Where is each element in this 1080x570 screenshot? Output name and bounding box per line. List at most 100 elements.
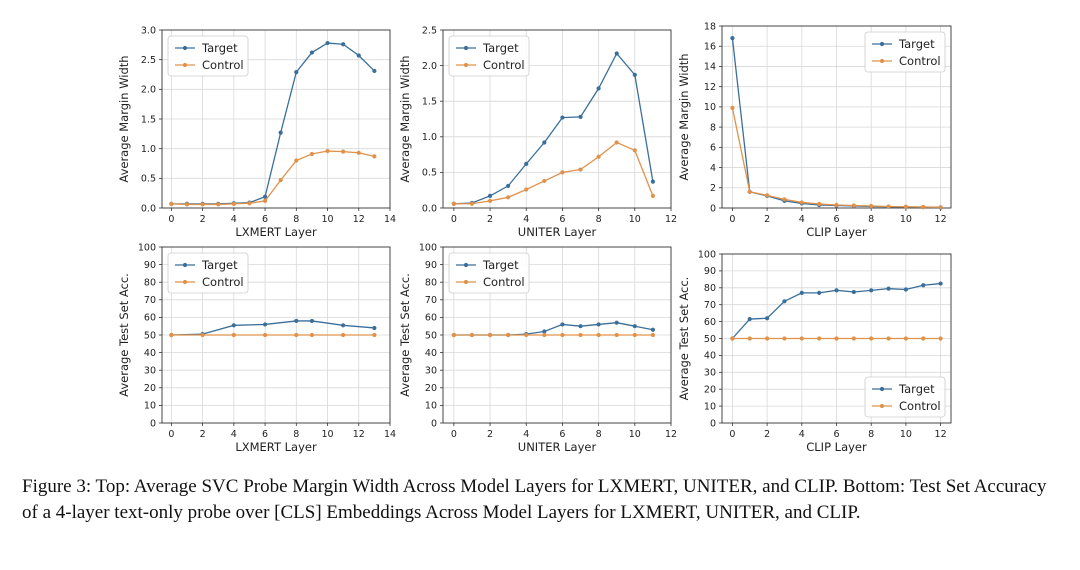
data-point-control	[278, 178, 283, 183]
y-tick-label: 40	[704, 351, 716, 362]
data-point-target	[309, 50, 315, 55]
y-tick-label: 3.0	[141, 25, 156, 36]
legend-box	[448, 252, 530, 294]
data-point-control	[851, 203, 856, 208]
x-tick-label: 10	[629, 429, 641, 440]
x-tick-label: 6	[559, 214, 565, 225]
data-point-control	[596, 332, 601, 338]
data-point-control	[309, 151, 315, 157]
data-point-control	[886, 204, 891, 209]
legend-label-control: Control	[483, 275, 525, 289]
legend-marker-target	[879, 386, 885, 392]
plot-frame	[442, 29, 672, 209]
y-tick-label: 40	[144, 348, 156, 359]
x-tick-label: 14	[384, 429, 396, 440]
legend-marker-target	[463, 262, 469, 268]
data-point-control	[341, 332, 346, 338]
data-point-target	[938, 281, 943, 286]
data-point-control	[231, 332, 236, 338]
y-tick-label: 50	[425, 330, 437, 341]
y-tick-label: 100	[698, 249, 716, 260]
x-tick-label: 8	[596, 214, 602, 225]
data-point-target	[765, 316, 770, 321]
data-point-target	[730, 36, 735, 41]
y-tick-label: 0.0	[141, 203, 156, 214]
legend-label-target: Target	[898, 37, 935, 51]
x-tick-label: 10	[629, 214, 641, 225]
x-tick-label: 4	[231, 429, 237, 440]
data-point-control	[730, 336, 735, 341]
data-point-control	[542, 332, 547, 338]
x-tick-label: 14	[384, 214, 396, 225]
data-point-control	[614, 332, 619, 338]
legend-label-target: Target	[201, 258, 238, 272]
y-tick-label: 30	[144, 366, 156, 377]
x-tick-label: 4	[231, 214, 237, 225]
data-point-control	[200, 332, 205, 338]
y-tick-label: 30	[704, 368, 716, 379]
y-tick-label: 30	[425, 366, 437, 377]
y-tick-label: 70	[144, 295, 156, 306]
legend-label-target: Target	[898, 382, 935, 396]
x-axis-label: CLIP Layer	[806, 225, 867, 239]
legend-marker-target	[463, 45, 469, 51]
y-tick-label: 0.0	[422, 203, 437, 214]
legend-label-target: Target	[482, 258, 519, 272]
x-tick-label: 6	[262, 214, 268, 225]
y-tick-label: 18	[704, 21, 716, 32]
data-point-control	[487, 198, 493, 203]
legend: Target Control	[448, 35, 530, 77]
x-axis-label: UNITER Layer	[518, 440, 597, 454]
legend-marker-target	[879, 41, 885, 47]
y-tick-label: 20	[144, 383, 156, 394]
x-tick-label: 2	[487, 214, 493, 225]
data-point-target	[524, 161, 529, 166]
data-point-control	[216, 202, 221, 207]
data-point-target	[262, 194, 268, 199]
data-point-target	[372, 325, 377, 331]
legend-marker-control	[463, 62, 469, 68]
x-tick-label: 4	[523, 214, 529, 225]
x-axis-label: LXMERT Layer	[235, 225, 317, 239]
x-tick-label: 0	[729, 429, 735, 440]
y-tick-label: 0	[150, 418, 156, 429]
data-point-control	[782, 336, 787, 341]
data-point-target	[341, 323, 346, 328]
data-point-control	[730, 105, 735, 110]
legend-marker-control	[879, 58, 885, 64]
data-point-control	[542, 178, 547, 184]
data-point-control	[169, 332, 174, 338]
y-tick-label: 100	[419, 242, 437, 253]
data-point-control	[834, 202, 839, 208]
x-tick-label: 6	[833, 429, 839, 440]
data-point-target	[487, 193, 493, 198]
data-point-target	[903, 287, 908, 292]
x-tick-label: 0	[451, 429, 457, 440]
x-tick-label: 4	[799, 429, 805, 440]
data-point-control	[578, 167, 583, 172]
data-point-control	[325, 148, 330, 154]
y-tick-label: 10	[425, 401, 437, 412]
y-tick-label: 90	[144, 260, 156, 271]
x-tick-label: 8	[868, 429, 874, 440]
data-point-target	[632, 324, 637, 329]
data-point-control	[869, 203, 874, 209]
chart-uniter-margin: 0 2 4 6 8 10 12 0.0 0.5 1.0 1.5 2.0 2.5 UNITER Layer A…	[398, 25, 677, 239]
data-point-target	[782, 299, 787, 304]
series-line-control	[453, 141, 654, 205]
data-point-control	[938, 205, 943, 210]
legend: Target Control	[864, 31, 946, 73]
data-point-control	[506, 195, 511, 200]
y-tick-label: 10	[704, 401, 716, 412]
x-tick-label: 0	[168, 429, 174, 440]
x-tick-label: 4	[799, 214, 805, 225]
data-point-target	[632, 72, 637, 77]
figure-caption: Figure 3: Top: Average SVC Probe Margin …	[22, 476, 1047, 523]
legend-label-control: Control	[202, 58, 244, 72]
series-line-control	[171, 150, 375, 206]
data-point-control	[851, 336, 856, 341]
y-axis-label: Average Test Set Acc.	[398, 273, 412, 397]
x-tick-label: 8	[293, 429, 299, 440]
data-point-control	[200, 202, 205, 207]
series-line-target	[453, 52, 654, 205]
